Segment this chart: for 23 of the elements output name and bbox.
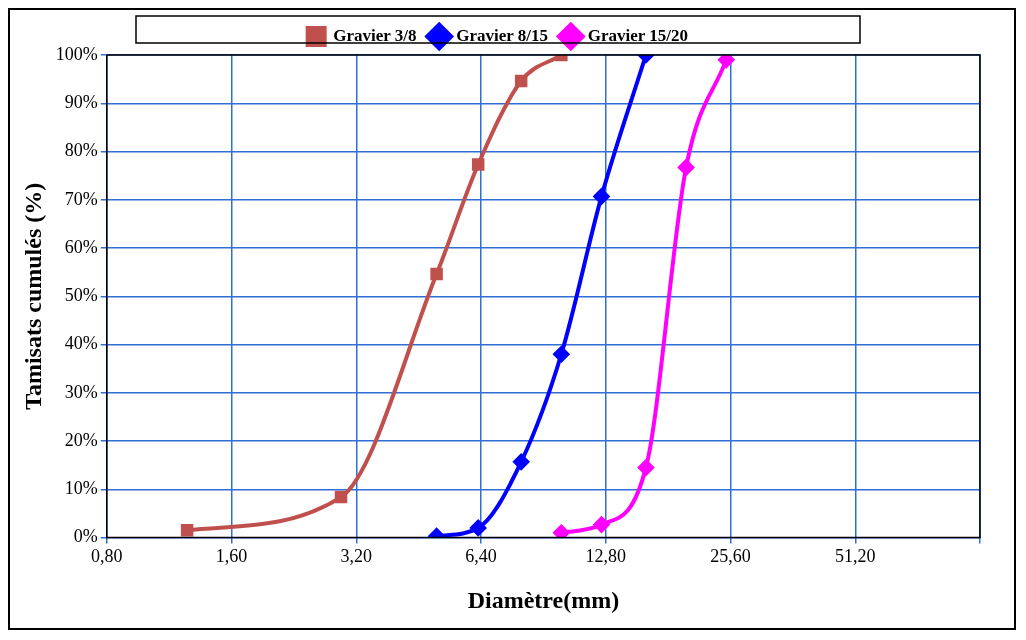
x-tick-label: 6,40 xyxy=(465,546,497,567)
legend-label: Gravier 15/20 xyxy=(587,25,689,45)
y-tick-label: 30% xyxy=(64,381,98,402)
y-tick-label: 80% xyxy=(64,140,98,161)
y-tick-label: 50% xyxy=(64,285,98,306)
y-tick-label: 70% xyxy=(64,188,98,209)
legend-label: Gravier 8/15 xyxy=(456,25,548,45)
y-tick-label: 20% xyxy=(64,429,98,450)
legend-label: Gravier 3/8 xyxy=(333,25,417,45)
y-tick-label: 60% xyxy=(64,236,98,257)
y-tick-label: 10% xyxy=(64,478,98,499)
y-tick-label: 40% xyxy=(64,333,98,354)
x-tick-label: 0,80 xyxy=(91,546,123,567)
y-tick-label: 100% xyxy=(55,43,98,64)
x-tick-label: 1,60 xyxy=(215,546,248,567)
x-tick-label: 25,60 xyxy=(710,546,751,567)
y-tick-label: 0% xyxy=(73,526,98,547)
y-tick-label: 90% xyxy=(64,91,98,112)
x-tick-label: 3,20 xyxy=(340,546,373,567)
x-axis-title: Diamètre(mm) xyxy=(467,586,620,613)
x-tick-label: 12,80 xyxy=(585,546,627,567)
x-tick-label: 51,20 xyxy=(835,546,876,567)
y-axis-title: Tamisats cumulés (%) xyxy=(19,182,46,410)
